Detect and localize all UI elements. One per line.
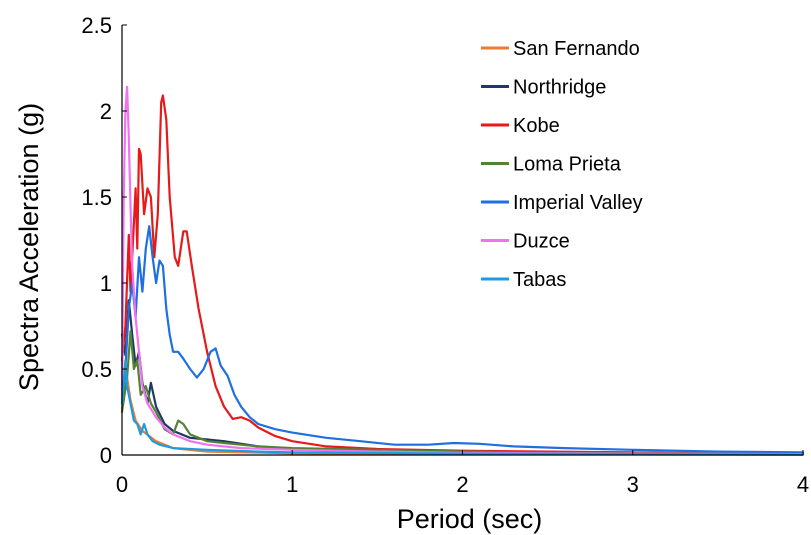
x-ticks: 0 1 2 3 4 bbox=[116, 450, 809, 497]
legend-label: Duzce bbox=[513, 231, 570, 253]
legend: San Fernando Northridge Kobe Loma Prieta Imp… bbox=[481, 38, 643, 291]
series-line-northridge bbox=[120, 299, 805, 456]
y-ticks: 0 0.5 1 1.5 2 2.5 bbox=[81, 13, 127, 468]
y-tick-label: 1.5 bbox=[81, 185, 112, 210]
legend-label: Tabas bbox=[513, 269, 566, 291]
series-line-tabas bbox=[120, 359, 805, 456]
legend-label: Loma Prieta bbox=[513, 154, 622, 176]
x-axis-title: Period (sec) bbox=[397, 504, 543, 534]
legend-label: Kobe bbox=[513, 115, 560, 137]
y-tick-label: 2.5 bbox=[81, 13, 112, 38]
series-line-loma-prieta bbox=[120, 330, 805, 455]
series-line-kobe bbox=[120, 94, 805, 455]
series-layer bbox=[120, 85, 805, 456]
series-line-duzce bbox=[120, 85, 805, 456]
legend-label: Imperial Valley bbox=[513, 192, 643, 214]
x-tick-label: 0 bbox=[116, 472, 128, 497]
legend-label: Northridge bbox=[513, 77, 606, 99]
legend-label: San Fernando bbox=[513, 38, 640, 60]
x-tick-label: 2 bbox=[456, 472, 468, 497]
y-tick-label: 2 bbox=[100, 99, 112, 124]
y-tick-label: 1 bbox=[100, 271, 112, 296]
x-tick-label: 3 bbox=[627, 472, 639, 497]
y-tick-label: 0 bbox=[100, 443, 112, 468]
y-tick-label: 0.5 bbox=[81, 357, 112, 382]
y-axis-title: Spectra Acceleration (g) bbox=[14, 103, 44, 391]
series-line-imperial-valley bbox=[120, 225, 805, 454]
axes-layer bbox=[121, 25, 803, 456]
x-tick-label: 1 bbox=[286, 472, 298, 497]
x-tick-label: 4 bbox=[797, 472, 809, 497]
